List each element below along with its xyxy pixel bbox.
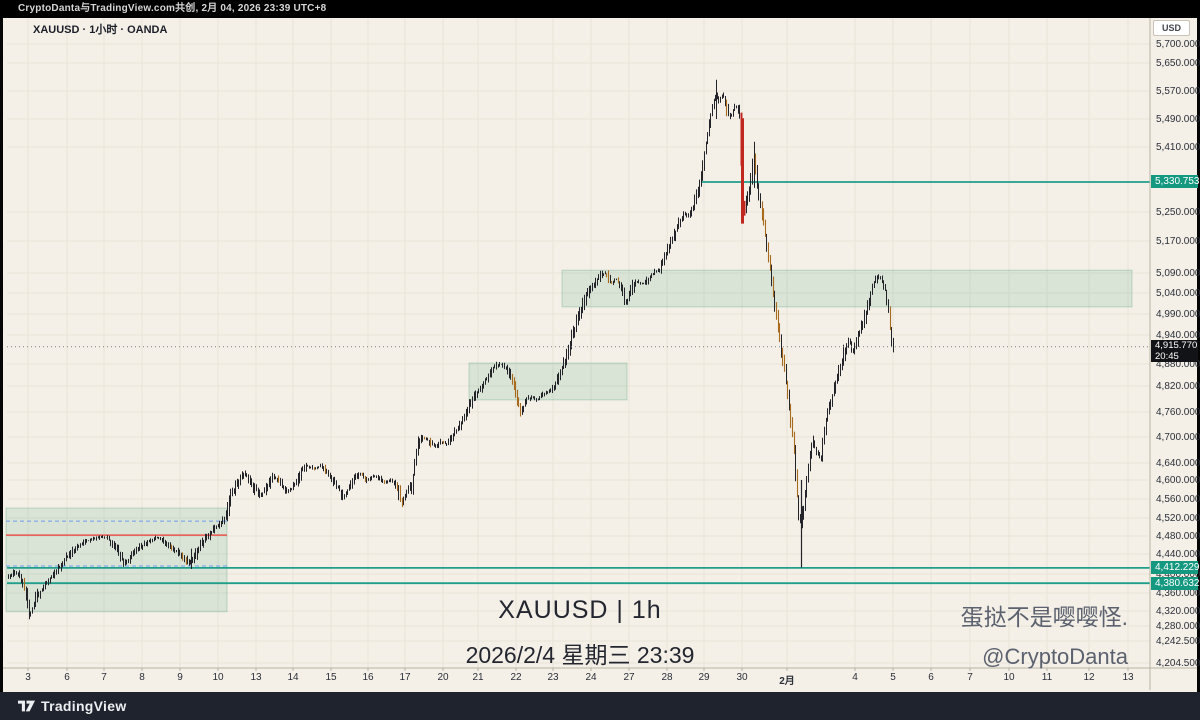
current-price-label: 4,915.770 20:45 bbox=[1151, 340, 1198, 362]
symbol-legend[interactable]: XAUUSD · 1小时 · OANDA bbox=[33, 24, 168, 36]
price-tick-label: 5,170.000 bbox=[1156, 236, 1200, 247]
price-tick-label: 4,600.000 bbox=[1156, 475, 1200, 486]
attribution-bar: CryptoDanta与TradingView.com共创, 2月 04, 20… bbox=[0, 0, 1200, 18]
chart-panel[interactable] bbox=[3, 18, 1197, 692]
time-tick-label: 3 bbox=[25, 672, 31, 683]
time-tick-label: 29 bbox=[698, 672, 710, 683]
price-tick-label: 4,940.000 bbox=[1156, 330, 1200, 341]
price-tick-label: 4,520.000 bbox=[1156, 513, 1200, 524]
time-tick-label: 28 bbox=[661, 672, 673, 683]
time-tick-label: 4 bbox=[852, 672, 858, 683]
price-tick-label: 4,440.000 bbox=[1156, 549, 1200, 560]
author-nickname: 蛋挞不是嘤嘤怪. bbox=[960, 604, 1128, 630]
watermark-center: XAUUSD | 1h 2026/2/4 星期三 23:39 bbox=[430, 596, 730, 670]
time-tick-label: 5 bbox=[890, 672, 896, 683]
price-tick-label: 5,700.000 bbox=[1156, 39, 1200, 50]
time-tick-label: 2月 bbox=[779, 676, 795, 687]
price-tick-label: 4,820.000 bbox=[1156, 381, 1200, 392]
price-level-label: 4,412.229 bbox=[1151, 561, 1200, 574]
time-tick-label: 13 bbox=[1122, 672, 1134, 683]
time-tick-label: 8 bbox=[139, 672, 145, 683]
price-tick-label: 4,880.000 bbox=[1156, 359, 1200, 370]
time-tick-label: 17 bbox=[399, 672, 411, 683]
time-tick-label: 16 bbox=[362, 672, 374, 683]
time-tick-label: 23 bbox=[547, 672, 559, 683]
price-tick-label: 5,490.000 bbox=[1156, 114, 1200, 125]
price-tick-label: 4,700.000 bbox=[1156, 432, 1200, 443]
time-tick-label: 22 bbox=[510, 672, 522, 683]
price-tick-label: 4,760.000 bbox=[1156, 407, 1200, 418]
time-tick-label: 7 bbox=[101, 672, 107, 683]
watermark-author: 蛋挞不是嘤嘤怪. @CryptoDanta bbox=[961, 598, 1128, 670]
time-tick-label: 14 bbox=[287, 672, 299, 683]
price-tick-label: 5,650.000 bbox=[1156, 58, 1200, 69]
watermark-datetime: 2026/2/4 星期三 23:39 bbox=[465, 642, 695, 668]
price-tick-label: 4,480.000 bbox=[1156, 531, 1200, 542]
price-tick-label: 4,320.000 bbox=[1156, 606, 1200, 617]
time-tick-label: 13 bbox=[250, 672, 262, 683]
price-tick-label: 4,360.000 bbox=[1156, 588, 1200, 599]
time-tick-label: 20 bbox=[437, 672, 449, 683]
current-price-value: 4,915.770 bbox=[1155, 340, 1198, 351]
price-tick-label: 4,560.000 bbox=[1156, 494, 1200, 505]
time-tick-label: 30 bbox=[736, 672, 748, 683]
tradingview-brand[interactable]: TradingView bbox=[41, 698, 127, 714]
price-tick-label: 4,990.000 bbox=[1156, 309, 1200, 320]
bar-countdown: 20:45 bbox=[1155, 351, 1179, 362]
price-tick-label: 5,570.000 bbox=[1156, 86, 1200, 97]
time-tick-label: 10 bbox=[1003, 672, 1015, 683]
price-tick-label: 4,204.500 bbox=[1156, 658, 1200, 669]
tradingview-logo-icon[interactable] bbox=[18, 699, 35, 713]
currency-axis-button[interactable]: USD bbox=[1153, 20, 1190, 36]
time-tick-label: 6 bbox=[928, 672, 934, 683]
price-level-label: 5,330.753 bbox=[1151, 175, 1200, 188]
price-tick-label: 4,242.500 bbox=[1156, 636, 1200, 647]
time-tick-label: 11 bbox=[1041, 672, 1053, 683]
time-tick-label: 9 bbox=[177, 672, 183, 683]
price-tick-label: 4,640.000 bbox=[1156, 458, 1200, 469]
time-tick-label: 10 bbox=[212, 672, 224, 683]
time-tick-label: 24 bbox=[585, 672, 597, 683]
price-tick-label: 5,090.000 bbox=[1156, 268, 1200, 279]
price-tick-label: 4,280.000 bbox=[1156, 621, 1200, 632]
author-handle: @CryptoDanta bbox=[982, 644, 1128, 669]
price-tick-label: 5,250.000 bbox=[1156, 207, 1200, 218]
attribution-text: CryptoDanta与TradingView.com共创, 2月 04, 20… bbox=[18, 3, 327, 14]
watermark-symbol-interval: XAUUSD | 1h bbox=[498, 596, 662, 624]
time-tick-label: 6 bbox=[64, 672, 70, 683]
price-tick-label: 5,410.000 bbox=[1156, 142, 1200, 153]
time-tick-label: 12 bbox=[1083, 672, 1095, 683]
price-tick-label: 5,040.000 bbox=[1156, 288, 1200, 299]
price-level-label: 4,380.632 bbox=[1151, 577, 1200, 590]
time-tick-label: 7 bbox=[967, 672, 973, 683]
time-tick-label: 15 bbox=[325, 672, 337, 683]
footer-bar: TradingView bbox=[0, 692, 1200, 720]
time-tick-label: 21 bbox=[472, 672, 484, 683]
time-tick-label: 27 bbox=[623, 672, 635, 683]
price-tick-label: 4,400.000 bbox=[1156, 569, 1200, 580]
